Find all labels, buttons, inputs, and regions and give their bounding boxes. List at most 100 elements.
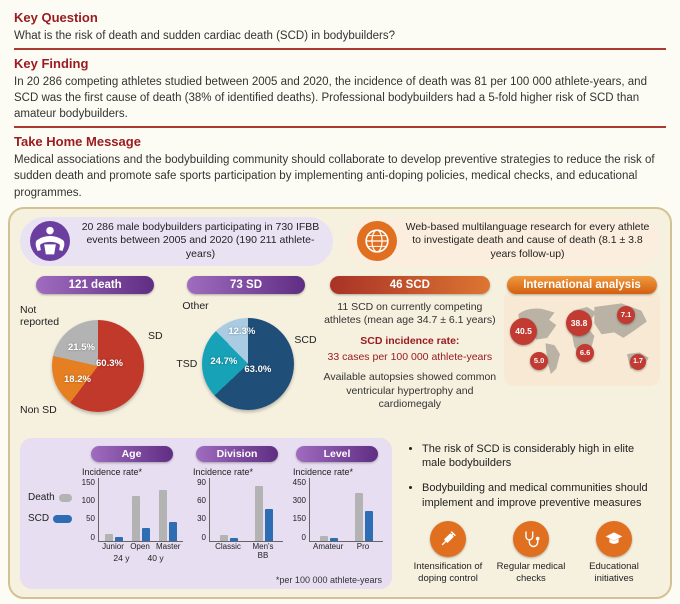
category-label: Classic xyxy=(215,541,241,551)
conclusions-panel: The risk of SCD is considerably high in … xyxy=(402,438,660,589)
take-home-title: Take Home Message xyxy=(14,134,141,150)
level-chart: Level Incidence rate* 450 300 150 0 Amateur P… xyxy=(291,445,383,571)
map-value: 1.7 xyxy=(630,353,647,370)
pie-percent: 60.3% xyxy=(96,357,123,369)
key-question-text: What is the risk of death and sudden car… xyxy=(14,30,395,42)
death-bar xyxy=(105,534,113,541)
category-label: Junior xyxy=(102,541,124,551)
action-doping-control: Intensification of doping control xyxy=(408,520,488,585)
stethoscope-icon xyxy=(513,520,549,557)
scd-line-1: 11 SCD on currently competing athletes (… xyxy=(324,300,496,327)
globe-icon xyxy=(357,221,397,262)
age-marker-40: 40 y xyxy=(147,552,164,563)
y-tick: 90 xyxy=(197,477,206,487)
scd-bar xyxy=(142,527,150,541)
stats-row: 121 death Not reported SD Non SD 21.5% 1… xyxy=(20,275,660,428)
plot-area xyxy=(209,477,283,542)
key-question-section: Key Question What is the risk of death a… xyxy=(14,10,666,44)
sd-pie-wrap: Other SCD TSD 12.3% 24.7% 63.0% xyxy=(176,299,317,428)
y-tick: 300 xyxy=(292,495,306,505)
sd-pill: 73 SD xyxy=(187,275,306,294)
y-tick: 0 xyxy=(301,532,306,542)
legend-item-death: Death xyxy=(28,492,72,503)
incidence-charts-panel: Death SCD Age Incidence rate* 150 100 50 0 J… xyxy=(20,437,392,589)
death-pill: 121 death xyxy=(36,275,155,294)
bullet-prevention: Bodybuilding and medical communities sho… xyxy=(422,481,656,511)
y-axis: 150 100 50 0 xyxy=(80,478,98,542)
section-divider xyxy=(14,48,666,51)
sd-breakdown: 73 SD Other SCD TSD 12.3% 24.7% 63.0% xyxy=(176,275,317,428)
y-tick: 0 xyxy=(201,532,206,542)
pie-percent: 24.7% xyxy=(210,355,238,367)
bodybuilder-icon xyxy=(30,221,70,262)
bottom-row: Death SCD Age Incidence rate* 150 100 50 0 J… xyxy=(20,437,660,589)
scd-bar xyxy=(365,510,373,541)
legend-label: Death xyxy=(28,492,55,504)
chart-legend: Death SCD xyxy=(28,446,72,571)
abstract-header: Key Question What is the risk of death a… xyxy=(0,0,680,201)
pie-label: Other xyxy=(182,299,209,312)
method-badge-text: Web-based multilanguage research for eve… xyxy=(405,220,650,260)
map-value: 40.5 xyxy=(510,317,538,345)
category-label: Amateur xyxy=(313,541,344,551)
y-axis: 450 300 150 0 xyxy=(291,478,309,542)
category-label: Men's BB xyxy=(252,541,274,560)
death-pie-chart xyxy=(52,319,144,412)
death-bar xyxy=(355,492,363,541)
y-tick: 30 xyxy=(197,514,206,524)
graphical-abstract-panel: 20 286 male bodybuilders participating i… xyxy=(8,206,672,599)
age-chart-plot: 150 100 50 0 Junior Open Master xyxy=(80,477,183,551)
pie-percent: 12.3% xyxy=(228,325,256,337)
division-chart-ylabel: Incidence rate* xyxy=(193,466,254,477)
pie-label: Non SD xyxy=(20,403,57,416)
map-value: 6.6 xyxy=(576,343,595,362)
sd-pie-chart xyxy=(202,317,295,410)
legend-label: SCD xyxy=(28,513,50,525)
action-label: Intensification of doping control xyxy=(413,560,483,584)
action-label: Regular medical checks xyxy=(496,560,566,584)
pie-label: SD xyxy=(148,329,163,342)
division-chart: Division Incidence rate* 90 60 30 0 Classic M… xyxy=(191,445,283,571)
preventive-actions: Intensification of doping control Regula… xyxy=(406,520,656,587)
badges-row: 20 286 male bodybuilders participating i… xyxy=(20,216,660,266)
y-tick: 450 xyxy=(292,477,306,487)
key-finding-text: In 20 286 competing athletes studied bet… xyxy=(14,76,647,121)
scd-summary: 46 SCD 11 SCD on currently competing ath… xyxy=(322,275,498,412)
bar-group xyxy=(349,478,379,541)
category-label: Open xyxy=(130,541,150,551)
death-breakdown: 121 death Not reported SD Non SD 21.5% 1… xyxy=(20,275,170,428)
y-tick: 50 xyxy=(86,514,95,524)
legend-item-scd: SCD xyxy=(28,513,72,524)
death-bar xyxy=(255,485,263,541)
y-tick: 0 xyxy=(90,532,95,542)
rate-footnote: *per 100 000 athlete-years xyxy=(275,574,382,585)
death-bar xyxy=(220,534,228,541)
key-finding-section: Key Finding In 20 286 competing athletes… xyxy=(14,56,666,122)
bar-group xyxy=(103,478,125,541)
pie-percent: 63.0% xyxy=(244,363,272,375)
bullet-risk: The risk of SCD is considerably high in … xyxy=(422,442,656,472)
death-bar xyxy=(159,490,167,541)
section-divider xyxy=(14,126,666,129)
key-question-title: Key Question xyxy=(14,10,98,25)
y-tick: 150 xyxy=(81,477,95,487)
pie-label: TSD xyxy=(176,357,198,370)
bar-group xyxy=(249,478,279,541)
international-pill: International analysis xyxy=(507,275,658,294)
age-chart-ylabel: Incidence rate* xyxy=(82,466,143,477)
age-chart: Age Incidence rate* 150 100 50 0 Junior Open M… xyxy=(80,445,183,571)
bar-group xyxy=(157,478,179,541)
scd-bar xyxy=(169,521,177,541)
scd-bar xyxy=(330,538,338,541)
y-tick: 60 xyxy=(197,495,206,505)
scd-incidence-value: 33 cases per 100 000 athlete-years xyxy=(327,350,493,363)
age-chart-title: Age xyxy=(90,445,173,462)
level-chart-title: Level xyxy=(296,445,378,462)
syringe-icon xyxy=(430,520,466,557)
y-tick: 150 xyxy=(292,514,306,524)
plot-area xyxy=(309,477,383,542)
scd-incidence-heading: SCD incidence rate: xyxy=(360,334,460,347)
pie-label: Not reported xyxy=(20,303,60,328)
y-tick: 100 xyxy=(81,495,95,505)
map-value: 7.1 xyxy=(617,305,636,324)
